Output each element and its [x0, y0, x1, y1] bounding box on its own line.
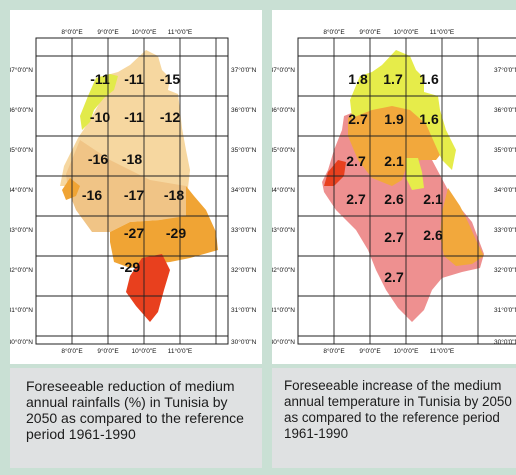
region-orange: [348, 100, 444, 186]
temperature-value: 1.8: [348, 71, 368, 87]
lon-tick-bottom: 10°0'0"E: [394, 347, 420, 355]
lon-tick-top: 8°0'0"E: [61, 28, 83, 36]
lat-tick-right: 36°0'0"N: [494, 106, 516, 114]
lat-tick-right: 35°0'0"N: [231, 146, 257, 154]
lat-tick-left: 33°0'0"N: [10, 226, 33, 234]
lon-tick-bottom: 11°0'0"E: [168, 347, 193, 355]
lat-tick-right: 30°0'0"N: [231, 338, 257, 346]
temperature-value: 1.9: [384, 111, 404, 127]
rainfall-value: -12: [160, 109, 180, 125]
lat-tick-right: 32°0'0"N: [231, 266, 257, 274]
rainfall-value: -29: [120, 259, 140, 275]
lat-tick-left: 35°0'0"N: [10, 146, 33, 154]
rainfall-caption-box: Foreseeable reduction of medium annual r…: [10, 368, 262, 468]
lon-tick-bottom: 9°0'0"E: [97, 347, 119, 355]
lat-tick-right: 34°0'0"N: [231, 186, 257, 194]
region-yellow: [350, 50, 456, 170]
temperature-value: 2.1: [423, 191, 443, 207]
region-orange: [110, 186, 218, 268]
lat-tick-left: 31°0'0"N: [10, 306, 33, 314]
lon-tick-bottom: 9°0'0"E: [359, 347, 381, 355]
region-yellow: [80, 74, 118, 130]
rainfall-value: -11: [124, 71, 144, 87]
rainfall-value: -10: [90, 109, 110, 125]
rainfall-map: 8°0'0"E 9°0'0"E 10°0'0"E 11°0'0"E 8°0'0"…: [8, 10, 262, 364]
lat-tick-left: 30°0'0"N: [10, 338, 33, 346]
map-frame: [35, 37, 229, 345]
lat-tick-right: 30°0'0"N: [494, 338, 516, 346]
temperature-map-svg: 8°0'0"E 9°0'0"E 10°0'0"E 11°0'0"E 8°0'0"…: [270, 28, 516, 355]
lat-tick-left: 34°0'0"N: [272, 186, 295, 194]
lat-tick-left: 30°0'0"N: [272, 338, 295, 346]
lon-tick-bottom: 8°0'0"E: [61, 347, 83, 355]
rainfall-value: -15: [160, 71, 180, 87]
lat-tick-right: 33°0'0"N: [231, 226, 257, 234]
region-red: [126, 254, 170, 322]
lat-tick-right: 36°0'0"N: [231, 106, 257, 114]
rainfall-value: -17: [124, 187, 144, 203]
lat-tick-left: 34°0'0"N: [10, 186, 33, 194]
lon-tick-bottom: 11°0'0"E: [430, 347, 455, 355]
lat-tick-right: 33°0'0"N: [494, 226, 516, 234]
rainfall-value: -18: [164, 187, 184, 203]
temperature-value: 2.7: [346, 153, 366, 169]
temperature-value: 1.7: [383, 71, 403, 87]
region-orange-west: [62, 178, 80, 200]
rainfall-map-svg: 8°0'0"E 9°0'0"E 10°0'0"E 11°0'0"E 8°0'0"…: [8, 28, 257, 355]
lon-tick-bottom: 10°0'0"E: [132, 347, 158, 355]
lat-tick-left: 32°0'0"N: [10, 266, 33, 274]
lat-tick-left: 31°0'0"N: [272, 306, 295, 314]
lon-tick-bottom: 8°0'0"E: [323, 347, 345, 355]
region-orange-se: [440, 188, 484, 266]
temperature-value: 2.6: [423, 227, 443, 243]
temperature-value: 2.7: [384, 269, 404, 285]
temperature-value: 2.1: [384, 153, 404, 169]
lon-tick-top: 11°0'0"E: [168, 28, 193, 36]
graticule: [298, 38, 516, 344]
region-light: [66, 140, 192, 232]
lat-tick-left: 33°0'0"N: [272, 226, 295, 234]
lon-tick-top: 11°0'0"E: [430, 28, 455, 36]
lat-tick-right: 35°0'0"N: [494, 146, 516, 154]
region-yellow-mid: [406, 158, 424, 190]
lon-tick-top: 10°0'0"E: [394, 28, 420, 36]
rainfall-value: -27: [124, 225, 144, 241]
region-red: [324, 160, 346, 186]
rainfall-value: -11: [90, 71, 110, 87]
rainfall-value: -11: [124, 109, 144, 125]
lon-tick-top: 9°0'0"E: [359, 28, 381, 36]
lat-tick-right: 31°0'0"N: [231, 306, 257, 314]
lat-tick-right: 37°0'0"N: [494, 66, 516, 74]
rainfall-caption: Foreseeable reduction of medium annual r…: [26, 378, 244, 442]
rainfall-value: -29: [166, 225, 186, 241]
lat-tick-right: 37°0'0"N: [231, 66, 257, 74]
rainfall-value: -16: [82, 187, 102, 203]
lat-tick-left: 37°0'0"N: [272, 66, 295, 74]
map-frame: [297, 37, 516, 345]
temperature-caption-box: Foreseeable increase of the medium annua…: [272, 368, 516, 468]
graticule: [36, 38, 228, 344]
temperature-value: 1.6: [419, 71, 439, 87]
lon-tick-top: 9°0'0"E: [97, 28, 119, 36]
lat-tick-left: 36°0'0"N: [10, 106, 33, 114]
lat-tick-left: 37°0'0"N: [10, 66, 33, 74]
lat-tick-left: 36°0'0"N: [272, 106, 295, 114]
rainfall-value: -18: [122, 151, 142, 167]
temperature-value: 2.6: [384, 191, 404, 207]
lat-tick-right: 31°0'0"N: [494, 306, 516, 314]
lat-tick-right: 32°0'0"N: [494, 266, 516, 274]
lon-tick-top: 10°0'0"E: [132, 28, 158, 36]
lat-tick-left: 35°0'0"N: [272, 146, 295, 154]
rainfall-value: -16: [88, 151, 108, 167]
temperature-value: 2.7: [348, 111, 368, 127]
temperature-value: 2.7: [346, 191, 366, 207]
lat-tick-left: 32°0'0"N: [272, 266, 295, 274]
temperature-value: 2.7: [384, 229, 404, 245]
lon-tick-top: 8°0'0"E: [323, 28, 345, 36]
temperature-caption: Foreseeable increase of the medium annua…: [284, 378, 512, 441]
temperature-map: 8°0'0"E 9°0'0"E 10°0'0"E 11°0'0"E 8°0'0"…: [270, 10, 516, 364]
temperature-value: 1.6: [419, 111, 439, 127]
lat-tick-right: 34°0'0"N: [494, 186, 516, 194]
